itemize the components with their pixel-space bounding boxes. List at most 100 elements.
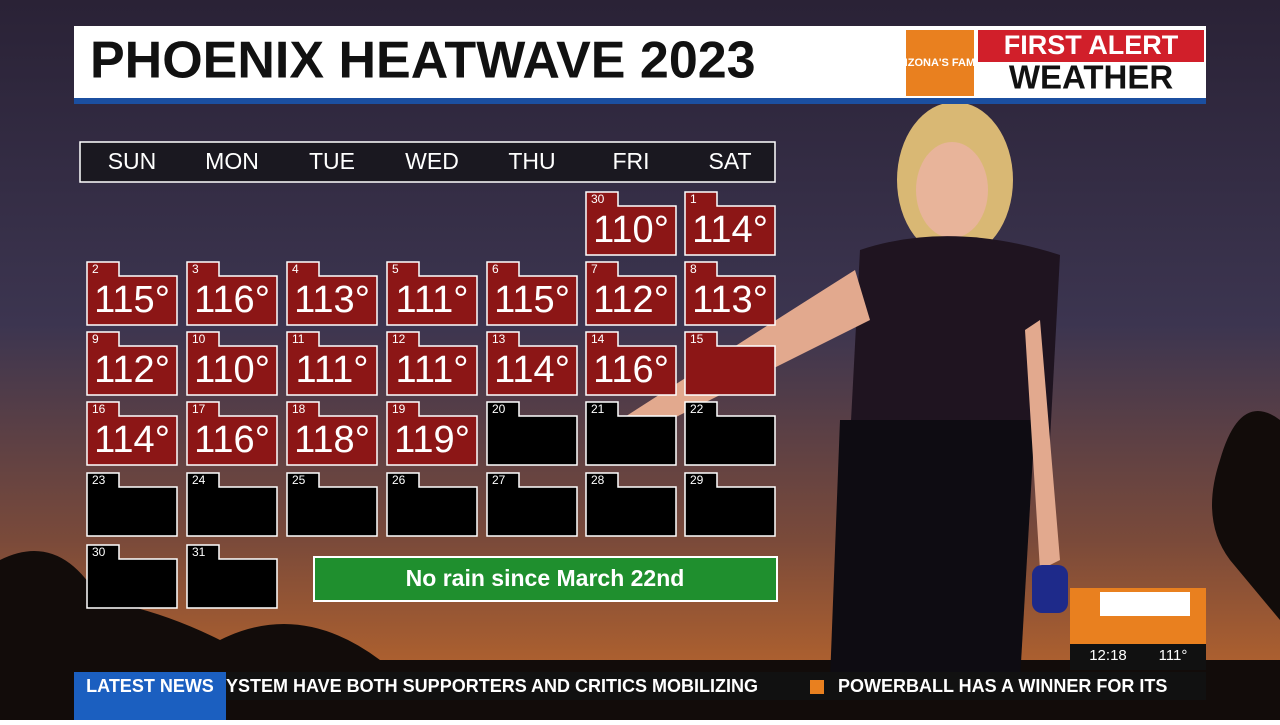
day-number: 4 (292, 262, 299, 276)
day-number: 28 (591, 473, 605, 487)
ticker-text-2: POWERBALL HAS A WINNER FOR ITS (838, 676, 1167, 696)
day-cell (684, 261, 776, 326)
day-temp: 111° (396, 349, 469, 391)
day-cell (684, 472, 776, 537)
day-cell (186, 401, 278, 466)
day-cell (684, 191, 776, 256)
day-cell (386, 331, 478, 396)
day-cell (486, 331, 578, 396)
day-cell (286, 472, 378, 537)
day-number: 25 (292, 473, 306, 487)
day-number: 29 (690, 473, 704, 487)
logo-bottom: WEATHER (1009, 59, 1174, 96)
day-number: 22 (690, 402, 704, 416)
day-cell (386, 401, 478, 466)
day-cell (386, 472, 478, 537)
weekday: FRI (612, 148, 649, 174)
day-number: 10 (192, 332, 206, 346)
day-cell (585, 191, 677, 256)
logo-top: FIRST ALERT (1004, 30, 1179, 60)
tree-silhouette (0, 411, 1280, 720)
day-cell (585, 331, 677, 396)
note-box (313, 556, 778, 602)
day-temp: 116° (194, 279, 270, 321)
ticker-text: YSTEM HAVE BOTH SUPPORTERS AND CRITICS M… (226, 676, 758, 696)
day-cell (86, 331, 178, 396)
day-cell (86, 472, 178, 537)
day-cell (286, 401, 378, 466)
day-temp: 114° (94, 419, 170, 461)
day-number: 8 (690, 262, 697, 276)
day-temp: 115° (494, 279, 570, 321)
day-temp: 116° (593, 349, 669, 391)
day-cell (186, 331, 278, 396)
day-cell (286, 331, 378, 396)
note: No rain since March 22nd (406, 565, 685, 591)
day-cell (286, 261, 378, 326)
logo-red (978, 30, 1204, 62)
day-cell (486, 401, 578, 466)
day-cell (86, 261, 178, 326)
day-cell (486, 472, 578, 537)
day-number: 20 (492, 402, 506, 416)
weekday: THU (508, 148, 555, 174)
day-temp: 113° (294, 279, 370, 321)
day-number: 9 (92, 332, 99, 346)
header-stripe (74, 98, 1206, 104)
day-number: 17 (192, 402, 206, 416)
day-number: 30 (92, 545, 106, 559)
day-number: 21 (591, 402, 605, 416)
corner-white (1100, 592, 1190, 616)
day-number: 18 (292, 402, 306, 416)
calendar: SUN MON TUE WED THU FRI SAT30110°1114°2115°311… (86, 148, 776, 609)
day-temp: 111° (396, 279, 469, 321)
day-temp: 118° (294, 419, 370, 461)
day-temp: 114° (494, 349, 570, 391)
weekday: MON (205, 148, 259, 174)
weekday-bar (79, 141, 776, 183)
day-cell (585, 472, 677, 537)
corner-temp: 111° (1159, 647, 1188, 664)
day-number: 15 (690, 332, 704, 346)
logo-box (906, 30, 974, 96)
day-number: 19 (392, 402, 406, 416)
day-number: 27 (492, 473, 506, 487)
day-cell (684, 331, 776, 396)
day-number: 7 (591, 262, 598, 276)
corner-bar (1070, 644, 1206, 670)
day-temp: 113° (692, 279, 768, 321)
ticker-label: LATEST NEWS (86, 676, 214, 696)
day-number: 2 (92, 262, 99, 276)
day-number: 1 (690, 192, 697, 206)
ticker-label-box (74, 672, 226, 720)
day-cell (585, 261, 677, 326)
ticker-separator (810, 680, 824, 694)
day-number: 12 (392, 332, 406, 346)
day-cell (585, 401, 677, 466)
day-cell (186, 544, 278, 609)
day-number: 31 (192, 545, 206, 559)
day-number: 11 (292, 332, 305, 346)
day-temp: 112° (593, 279, 669, 321)
logo-small: ARIZONA'S FAMILY (889, 57, 992, 69)
day-number: 26 (392, 473, 406, 487)
day-temp: 112° (94, 349, 170, 391)
day-cell (86, 401, 178, 466)
day-number: 23 (92, 473, 106, 487)
weekday: TUE (309, 148, 355, 174)
corner-time: 12:18 (1089, 647, 1127, 664)
day-number: 6 (492, 262, 499, 276)
day-number: 16 (92, 402, 106, 416)
day-temp: 119° (394, 419, 470, 461)
day-cell (186, 261, 278, 326)
day-temp: 115° (94, 279, 170, 321)
day-number: 30 (591, 192, 605, 206)
day-cell (86, 544, 178, 609)
day-temp: 114° (692, 209, 768, 251)
day-temp: 111° (296, 349, 369, 391)
day-cell (386, 261, 478, 326)
day-number: 3 (192, 262, 199, 276)
day-temp: 116° (194, 419, 270, 461)
day-cell (486, 261, 578, 326)
